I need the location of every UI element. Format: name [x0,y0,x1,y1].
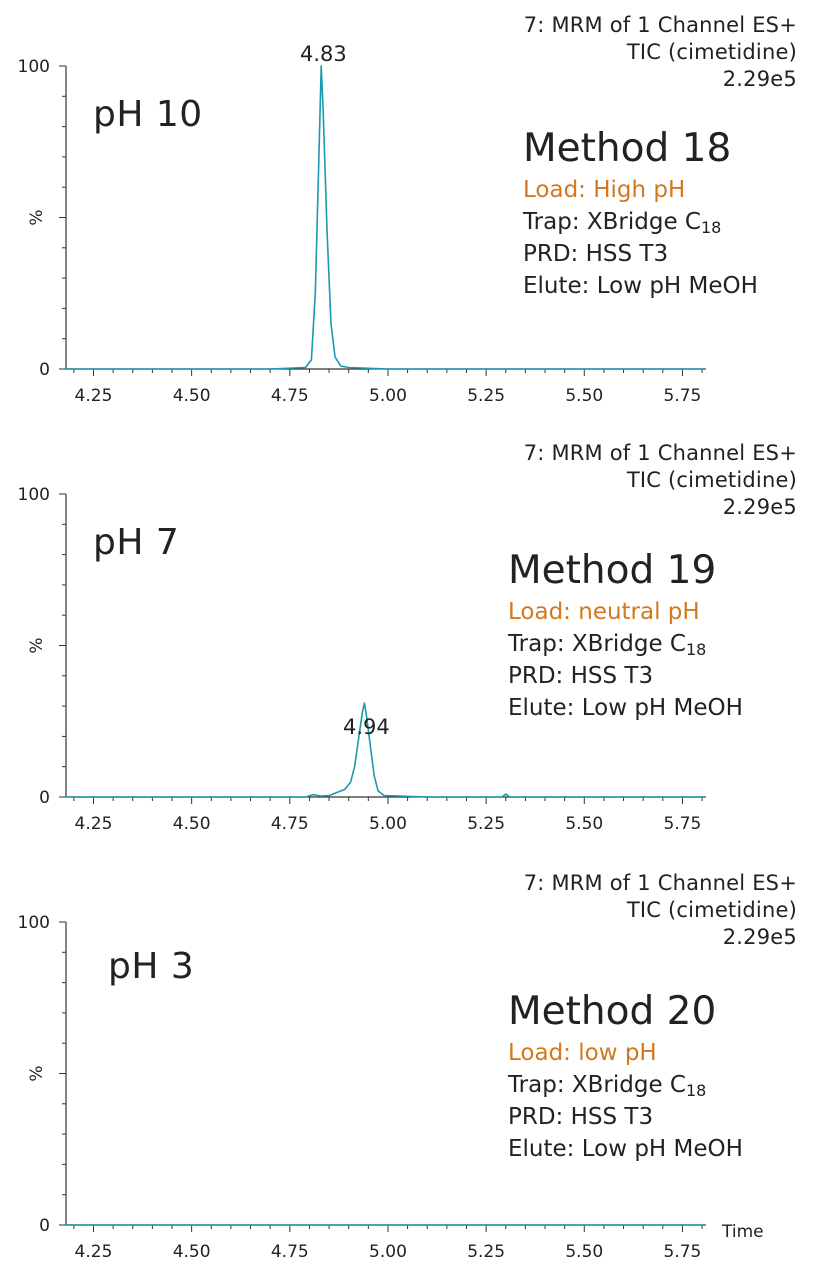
y-tick-label: 100 [18,913,50,933]
ph-label: pH 7 [93,522,180,563]
ph-label: pH 10 [93,94,203,135]
x-tick-label: 4.75 [271,1242,309,1262]
y-axis-label: % [27,637,47,653]
x-tick-label: 4.75 [271,814,309,834]
trap-line: Trap: XBridge C18 [508,1072,707,1100]
x-tick-label: 5.75 [664,1242,702,1262]
elute-line: Elute: Low pH MeOH [523,273,758,299]
y-tick-label: 100 [18,485,50,505]
x-tick-label: 5.25 [467,386,505,406]
y-axis-label: % [27,1065,47,1081]
channel-header: 7: MRM of 1 Channel ES+ TIC (cimetidine)… [524,870,797,951]
x-tick-label: 4.75 [271,386,309,406]
trap-line: Trap: XBridge C18 [508,631,707,659]
prd-line: PRD: HSS T3 [508,663,654,689]
x-tick-label: 5.00 [369,1242,407,1262]
x-tick-label: 4.25 [75,1242,113,1262]
method-box: Method 19 Load: neutral pH Trap: XBridge… [508,548,743,724]
method-title: Method 20 [508,989,717,1034]
x-tick-label: 5.75 [664,386,702,406]
x-tick-label: 5.00 [369,814,407,834]
trap-line: Trap: XBridge C18 [523,209,722,237]
load-line: Load: High pH [523,177,686,203]
x-tick-label: 4.25 [75,386,113,406]
x-tick-label: 5.50 [565,1242,603,1262]
x-tick-label: 4.50 [173,386,211,406]
method-box: Method 18 Load: High pH Trap: XBridge C1… [523,126,758,302]
chromatogram-chart: 0 100% 4.25 4.50 4.75 5.00 5.25 5.50 5.75 Time [18,913,764,1262]
x-tick-label: 4.50 [173,814,211,834]
peak-label: 4.83 [300,42,347,66]
channel-line: 7: MRM of 1 Channel ES+ [523,441,797,465]
chromatogram-panel-1: 0 100% 4.25 4.50 4.75 5.00 5.25 5.50 5.75 7: MRM… [0,0,820,420]
load-line: Load: low pH [508,1040,657,1066]
x-axis-label: Time [721,1222,764,1242]
x-tick-label: 5.50 [565,814,603,834]
channel-header: 7: MRM of 1 Channel ES+ TIC (cimetidine)… [524,12,797,93]
y-tick-label: 0 [39,1216,50,1236]
x-tick-label: 5.25 [467,1242,505,1262]
intensity-line: 2.29e5 [722,67,797,91]
chromatogram-panel-3: 0 100% 4.25 4.50 4.75 5.00 5.25 5.50 5.75 Time 7:… [0,856,820,1276]
y-tick-label: 0 [39,360,50,380]
chromatogram-chart: 0 100% 4.25 4.50 4.75 5.00 5.25 5.50 5.75 [18,485,706,834]
x-tick-label: 5.25 [467,814,505,834]
peak-label: 4.94 [343,715,390,739]
chromatogram-trace [66,65,706,370]
elute-line: Elute: Low pH MeOH [508,695,743,721]
x-tick-label: 5.50 [565,386,603,406]
channel-header: 7: MRM of 1 Channel ES+ TIC (cimetidine)… [524,440,797,521]
prd-line: PRD: HSS T3 [508,1104,654,1130]
chromatogram-trace [66,702,706,798]
load-line: Load: neutral pH [508,599,700,625]
prd-line: PRD: HSS T3 [523,241,669,267]
y-tick-label: 0 [39,788,50,808]
method-title: Method 19 [508,548,717,593]
x-tick-label: 4.25 [75,814,113,834]
elute-line: Elute: Low pH MeOH [508,1136,743,1162]
compound-line: TIC (cimetidine) [626,40,797,64]
x-tick-label: 4.50 [173,1242,211,1262]
compound-line: TIC (cimetidine) [626,468,797,492]
compound-line: TIC (cimetidine) [626,898,797,922]
y-tick-label: 100 [18,57,50,77]
chromatogram-panel-2: 0 100% 4.25 4.50 4.75 5.00 5.25 5.50 5.75 7: MRM… [0,428,820,848]
x-tick-label: 5.00 [369,386,407,406]
chromatogram-chart: 0 100% 4.25 4.50 4.75 5.00 5.25 5.50 5.75 [18,57,706,406]
ph-label: pH 3 [108,946,195,987]
method-title: Method 18 [523,126,732,171]
intensity-line: 2.29e5 [722,495,797,519]
channel-line: 7: MRM of 1 Channel ES+ [523,871,797,895]
method-box: Method 20 Load: low pH Trap: XBridge C18… [508,989,743,1165]
intensity-line: 2.29e5 [722,925,797,949]
channel-line: 7: MRM of 1 Channel ES+ [523,13,797,37]
x-tick-label: 5.75 [664,814,702,834]
y-axis-label: % [27,209,47,225]
